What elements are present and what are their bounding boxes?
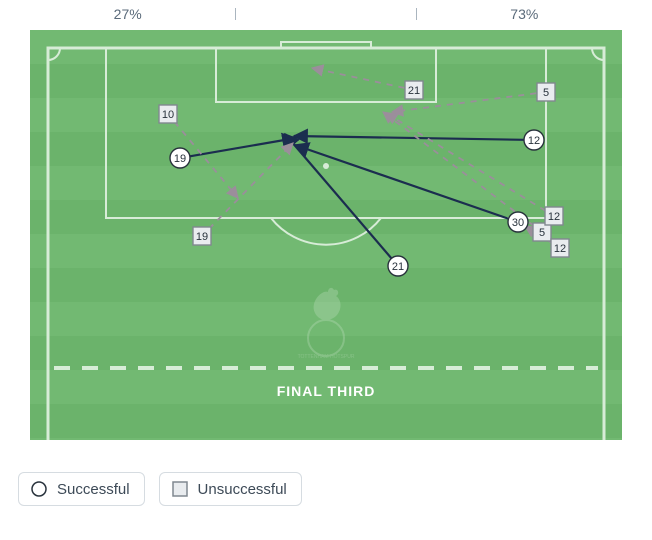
legend-successful-label: Successful (57, 481, 130, 498)
event-marker-success: 19 (170, 148, 190, 168)
tick-right (416, 8, 417, 20)
pitch-container: TOTTENHAM HOTSPUR FINAL THIRD 19 12 21 30 5 21 1… (30, 30, 622, 440)
event-marker-fail: 10 (159, 105, 177, 123)
header-ticks (225, 8, 426, 20)
event-marker-fail: 12 (545, 207, 563, 225)
legend-successful[interactable]: Successful (18, 472, 145, 506)
header-percentages: 27% 73% (0, 0, 652, 24)
event-marker-fail: 19 (193, 227, 211, 245)
event-marker-success: 12 (524, 130, 544, 150)
final-third-label: FINAL THIRD (277, 383, 376, 399)
event-number: 21 (408, 85, 420, 97)
event-number: 10 (162, 109, 174, 121)
event-number: 12 (548, 211, 560, 223)
event-number: 5 (543, 87, 549, 99)
legend-unsuccessful-label: Unsuccessful (198, 481, 287, 498)
svg-text:TOTTENHAM HOTSPUR: TOTTENHAM HOTSPUR (298, 354, 355, 360)
event-number: 5 (539, 227, 545, 239)
legend-unsuccessful[interactable]: Unsuccessful (159, 472, 302, 506)
event-marker-fail: 21 (405, 81, 423, 99)
event-marker-fail: 5 (537, 83, 555, 101)
pitch-svg: TOTTENHAM HOTSPUR FINAL THIRD 19 12 21 30 5 21 1… (30, 30, 622, 440)
event-number: 12 (554, 243, 566, 255)
event-number: 19 (196, 231, 208, 243)
event-number: 19 (174, 153, 186, 165)
event-marker-success: 30 (508, 212, 528, 232)
legend: Successful Unsuccessful (18, 472, 652, 506)
pct-left: 27% (30, 6, 225, 22)
event-number: 30 (512, 217, 524, 229)
event-marker-fail: 12 (551, 239, 569, 257)
circle-icon (29, 479, 49, 499)
square-icon (170, 479, 190, 499)
event-marker-success: 21 (388, 256, 408, 276)
event-number: 21 (392, 261, 404, 273)
event-number: 12 (528, 135, 540, 147)
tick-left (235, 8, 236, 20)
pct-right: 73% (427, 6, 622, 22)
